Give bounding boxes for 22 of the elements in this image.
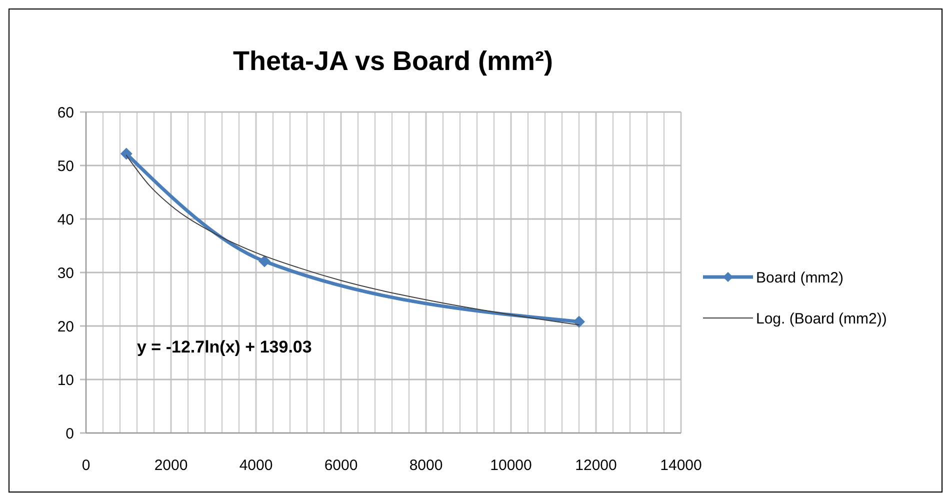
x-tick-label: 14000 <box>660 457 702 474</box>
x-tick-label: 6000 <box>324 457 358 474</box>
x-tick-label: 12000 <box>575 457 617 474</box>
y-tick-label: 0 <box>66 425 74 442</box>
y-tick-label: 20 <box>57 318 74 336</box>
y-tick-label: 40 <box>57 211 74 228</box>
y-tick-label: 50 <box>57 158 74 175</box>
x-tick-label: 0 <box>82 457 90 474</box>
point <box>258 255 270 268</box>
x-tick-label: 4000 <box>239 457 273 474</box>
point <box>573 316 585 328</box>
point <box>120 148 132 160</box>
y-tick-label: 10 <box>57 372 74 389</box>
legend-label: Log. (Board (mm2)) <box>756 310 887 328</box>
legend-label: Board (mm2) <box>756 269 844 286</box>
x-tick-label: 8000 <box>409 457 443 474</box>
x-tick-label: 2000 <box>154 457 188 474</box>
y-tick-label: 60 <box>57 104 74 122</box>
y-tick-label: 30 <box>57 264 74 282</box>
x-tick-label: 10000 <box>490 457 532 474</box>
chart-title: Theta-JA vs Board (mm²) <box>232 46 554 76</box>
annotation: y = -12.7ln(x) + 139.03 <box>137 337 312 356</box>
